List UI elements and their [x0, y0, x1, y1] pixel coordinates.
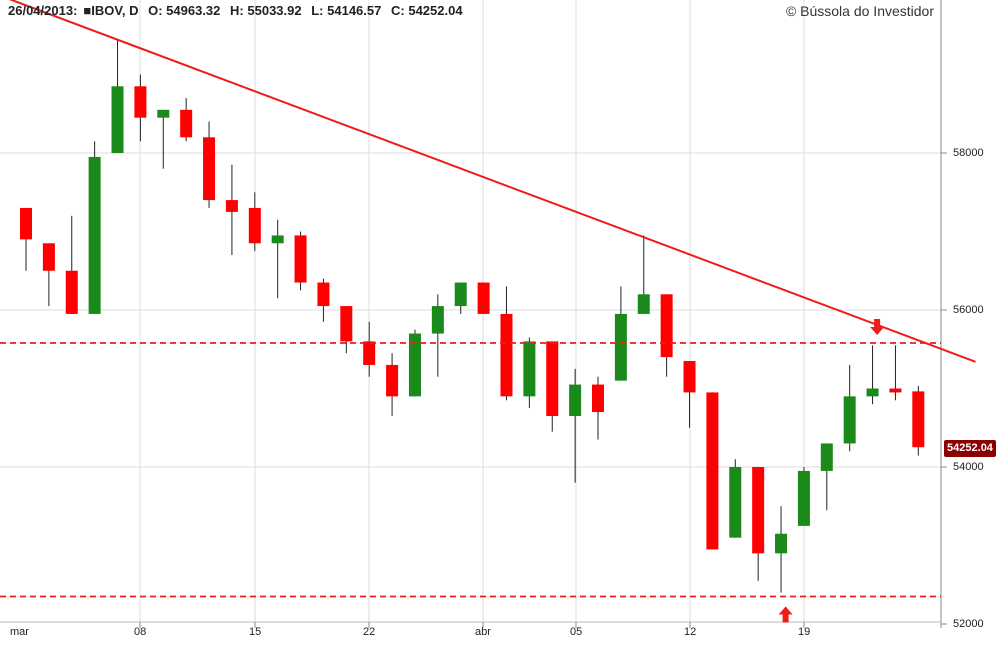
candle-body [225, 200, 238, 212]
candle-body [637, 294, 650, 314]
candle-body [134, 86, 147, 118]
candle-body [431, 306, 444, 334]
down-arrow-marker [870, 318, 885, 335]
candle-body [683, 361, 696, 393]
candle-body [866, 388, 879, 397]
ohlc-header: 26/04/2013: ■IBOV, D O: 54963.32 H: 55033… [8, 3, 463, 18]
candle-body [203, 137, 216, 201]
candle-body [592, 384, 604, 413]
candle-body [820, 443, 833, 471]
x-tick-label: 15 [249, 626, 262, 638]
candle-body [614, 313, 627, 381]
candle-body [363, 341, 376, 365]
open-label: O: [148, 3, 163, 18]
candle-body [386, 364, 399, 397]
candle-body [500, 313, 513, 397]
x-tick-label: 12 [684, 626, 697, 638]
x-tick-label: 19 [798, 626, 811, 638]
x-tick-label: 05 [570, 626, 583, 638]
candle-body [42, 243, 55, 271]
candle-body [569, 384, 582, 416]
candle-body [157, 109, 170, 118]
candle-body [20, 207, 32, 240]
x-tick-label: mar [10, 626, 29, 638]
y-tick-label: 56000 [953, 304, 984, 316]
candle-body [88, 156, 101, 314]
header-date: 26/04/2013: [8, 3, 78, 18]
high-label: H: [230, 3, 244, 18]
candle-body [180, 109, 193, 138]
candle-body [523, 341, 536, 397]
candle-body [65, 270, 78, 314]
high-value: 55033.92 [247, 3, 302, 18]
last-price-tag: 54252.04 [944, 440, 996, 457]
candle-body [111, 86, 124, 153]
open-value: 54963.32 [166, 3, 221, 18]
x-tick-label: abr [475, 626, 491, 638]
close-label: C: [391, 3, 405, 18]
candle-body [294, 235, 307, 283]
candle-body [706, 392, 719, 550]
candle-body [843, 396, 856, 444]
candle-body [317, 282, 330, 307]
y-tick-label: 52000 [953, 618, 984, 630]
x-tick-label: 22 [363, 626, 376, 638]
x-tick-label: 08 [134, 626, 147, 638]
candle-body [248, 207, 261, 244]
symbol-marker: ■ [83, 3, 92, 18]
candle-body [271, 235, 284, 244]
candle-body [477, 282, 490, 314]
low-value: 54146.57 [327, 3, 382, 18]
y-tick-label: 58000 [953, 147, 984, 159]
low-label: L: [311, 3, 324, 18]
candle-body [752, 467, 765, 554]
y-tick-label: 54000 [953, 461, 984, 473]
trendline [8, 0, 976, 363]
candle-body [340, 306, 353, 342]
candle-body [912, 391, 925, 448]
copyright-text: © Bússola do Investidor [785, 3, 934, 19]
candle-body [775, 533, 788, 554]
candle-body [546, 341, 559, 416]
candle-body [797, 470, 810, 526]
header-symbol: IBOV, D [91, 3, 139, 18]
candle-body [889, 388, 902, 393]
candle-body [729, 467, 742, 538]
up-arrow-marker [778, 606, 793, 623]
close-value: 54252.04 [408, 3, 463, 18]
candle-body [660, 294, 673, 358]
candle-body [454, 282, 467, 307]
candle-body [408, 333, 421, 397]
